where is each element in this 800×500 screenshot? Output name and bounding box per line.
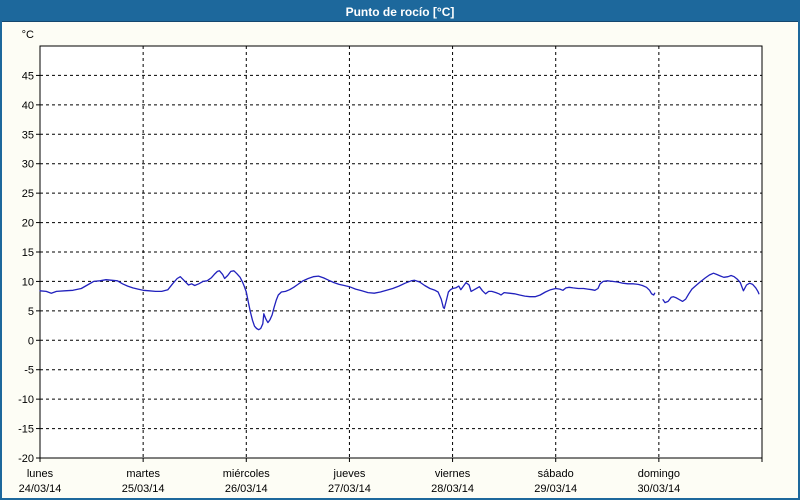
y-tick-label: 0	[28, 335, 34, 347]
y-tick-label: -10	[18, 394, 34, 406]
x-date-label: 29/03/14	[534, 483, 577, 495]
x-weekday-label: viernes	[435, 468, 471, 480]
x-date-label: 25/03/14	[122, 483, 165, 495]
x-date-label: 30/03/14	[637, 483, 680, 495]
x-weekday-label: jueves	[333, 468, 366, 480]
dew-point-line-chart: -20 -15 -10 -5 0 5 10 15 20 25 30 35 40 45 °C lunes 24/0…	[18, 29, 763, 495]
y-tick-label: 5	[28, 306, 34, 318]
x-date-label: 28/03/14	[431, 483, 474, 495]
y-tick-label: 20	[22, 218, 34, 230]
x-date-label: 26/03/14	[225, 483, 268, 495]
x-date-label: 24/03/14	[19, 483, 62, 495]
y-tick-label: 35	[22, 129, 34, 141]
chart-area: -20 -15 -10 -5 0 5 10 15 20 25 30 35 40 45 °C lunes 24/0…	[2, 22, 798, 498]
x-weekday-label: martes	[126, 468, 160, 480]
x-weekday-label: miércoles	[223, 468, 271, 480]
dew-point-series-line	[662, 272, 760, 304]
x-weekday-label: lunes	[27, 468, 54, 480]
y-tick-label: 10	[22, 276, 34, 288]
y-axis-unit-label: °C	[22, 29, 34, 41]
chart-title: Punto de rocío [°C]	[345, 4, 455, 19]
y-tick-label: -5	[24, 365, 34, 377]
y-tick-label: -20	[18, 453, 34, 465]
x-date-label: 27/03/14	[328, 483, 371, 495]
x-weekday-label: sábado	[538, 468, 574, 480]
y-tick-label: 40	[22, 100, 34, 112]
x-weekday-label: domingo	[638, 468, 680, 480]
plot-frame	[39, 45, 763, 459]
dew-point-series-line	[39, 270, 656, 331]
y-tick-label: -15	[18, 424, 34, 436]
y-tick-label: 15	[22, 247, 34, 259]
y-tick-label: 30	[22, 159, 34, 171]
y-tick-label: 45	[22, 70, 34, 82]
chart-title-bar: Punto de rocío [°C]	[2, 2, 798, 22]
y-tick-label: 25	[22, 188, 34, 200]
